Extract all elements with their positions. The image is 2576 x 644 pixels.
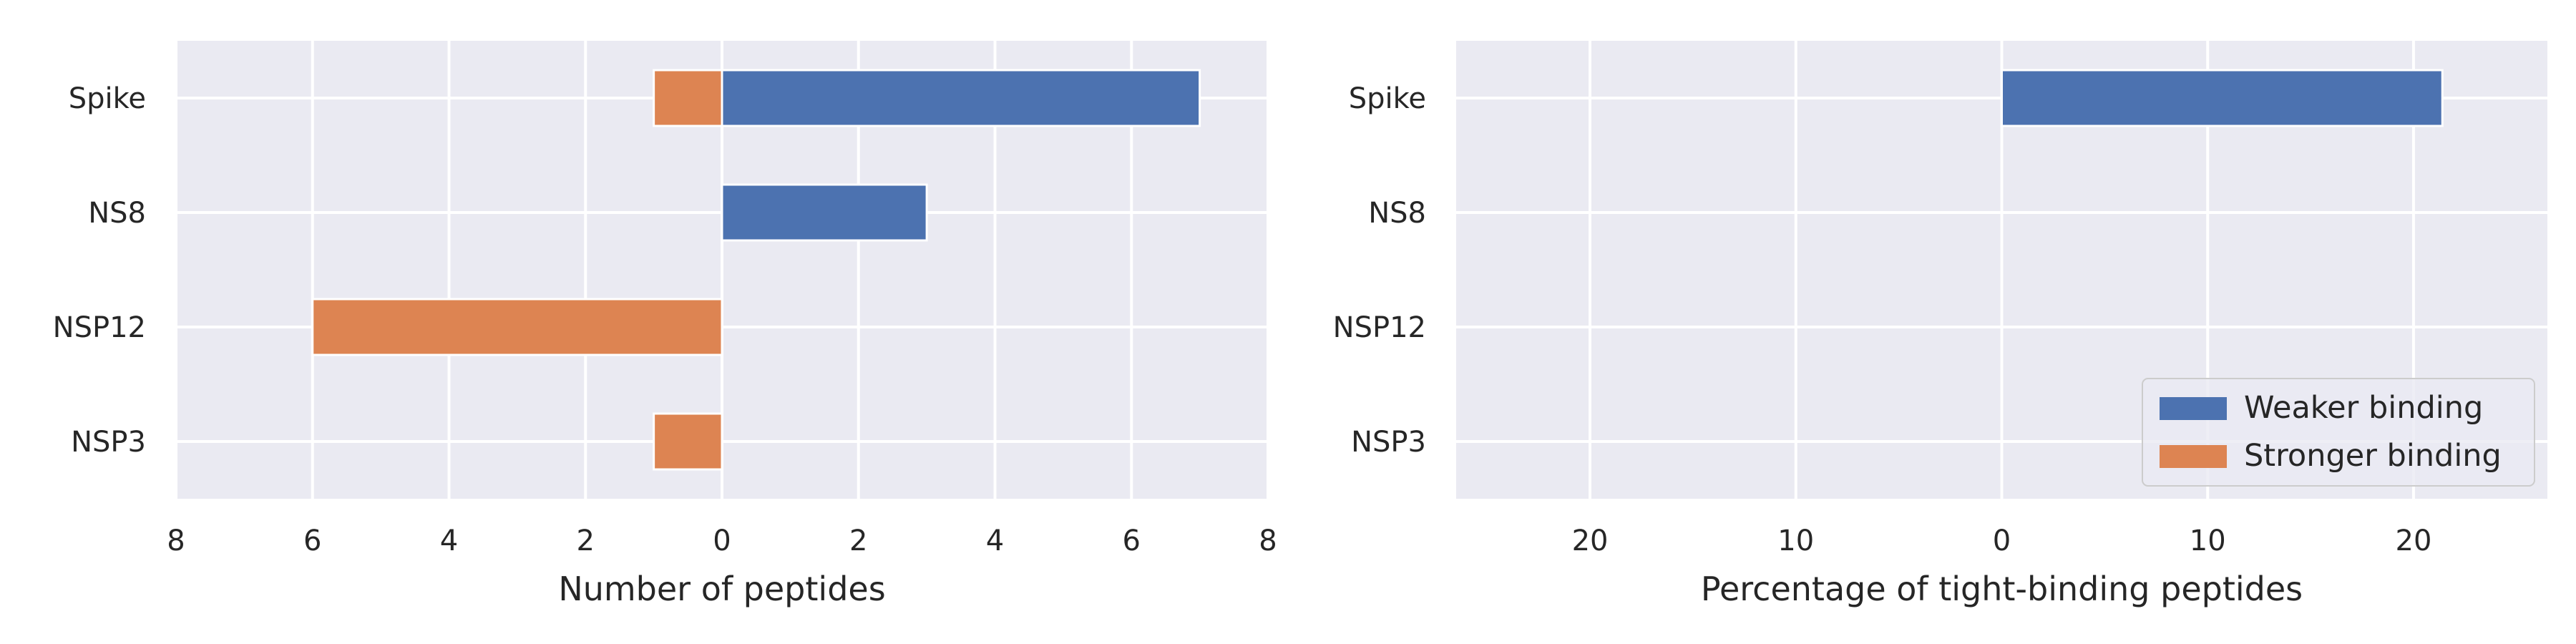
legend-box [2142, 378, 2535, 487]
y-tick-label: NSP12 [1333, 311, 1426, 344]
bar-stronger-binding [653, 69, 723, 127]
x-tick-label: 20 [2396, 525, 2432, 557]
left-chart-panel: Spike NS8 NSP12 NSP3 8 6 4 2 0 2 4 6 8 Number of pept… [53, 41, 1277, 608]
x-tick-label: 4 [440, 525, 458, 557]
x-tick-label: 0 [1993, 525, 2011, 557]
bar-weaker-binding [2001, 69, 2444, 127]
y-tick-label: Spike [1349, 82, 1426, 115]
legend-swatch-weaker-binding [2160, 397, 2227, 420]
bar-stronger-binding [311, 298, 723, 356]
x-tick-label: 4 [986, 525, 1004, 557]
x-tick-label: 2 [577, 525, 595, 557]
bar-weaker-binding [721, 69, 1201, 127]
x-tick-label: 8 [1259, 525, 1277, 557]
x-tick-label: 10 [1777, 525, 1814, 557]
x-tick-label: 8 [167, 525, 185, 557]
y-tick-label: NS8 [1368, 197, 1426, 230]
x-tick-label: 0 [713, 525, 731, 557]
legend: Weaker binding Stronger binding [2142, 378, 2535, 487]
x-axis-label: Percentage of tight-binding peptides [1701, 570, 2303, 608]
bar-weaker-binding [721, 183, 928, 242]
legend-swatch-stronger-binding [2160, 445, 2227, 468]
bar-stronger-binding [653, 412, 723, 471]
legend-label: Weaker binding [2244, 390, 2483, 426]
y-tick-label: NS8 [88, 197, 146, 230]
x-tick-label: 2 [849, 525, 867, 557]
legend-label: Stronger binding [2244, 438, 2502, 474]
y-tick-label: NSP3 [71, 426, 146, 459]
x-tick-label: 10 [2190, 525, 2226, 557]
x-axis-label: Number of peptides [558, 570, 885, 608]
y-tick-label: NSP3 [1351, 426, 1426, 459]
x-tick-label: 6 [303, 525, 321, 557]
y-tick-label: Spike [69, 82, 146, 115]
x-tick-label: 20 [1572, 525, 1609, 557]
y-tick-label: NSP12 [53, 311, 146, 344]
right-chart-panel: Spike NS8 NSP12 NSP3 20 10 0 10 20 Percentage of … [1333, 41, 2547, 608]
x-tick-label: 6 [1123, 525, 1141, 557]
